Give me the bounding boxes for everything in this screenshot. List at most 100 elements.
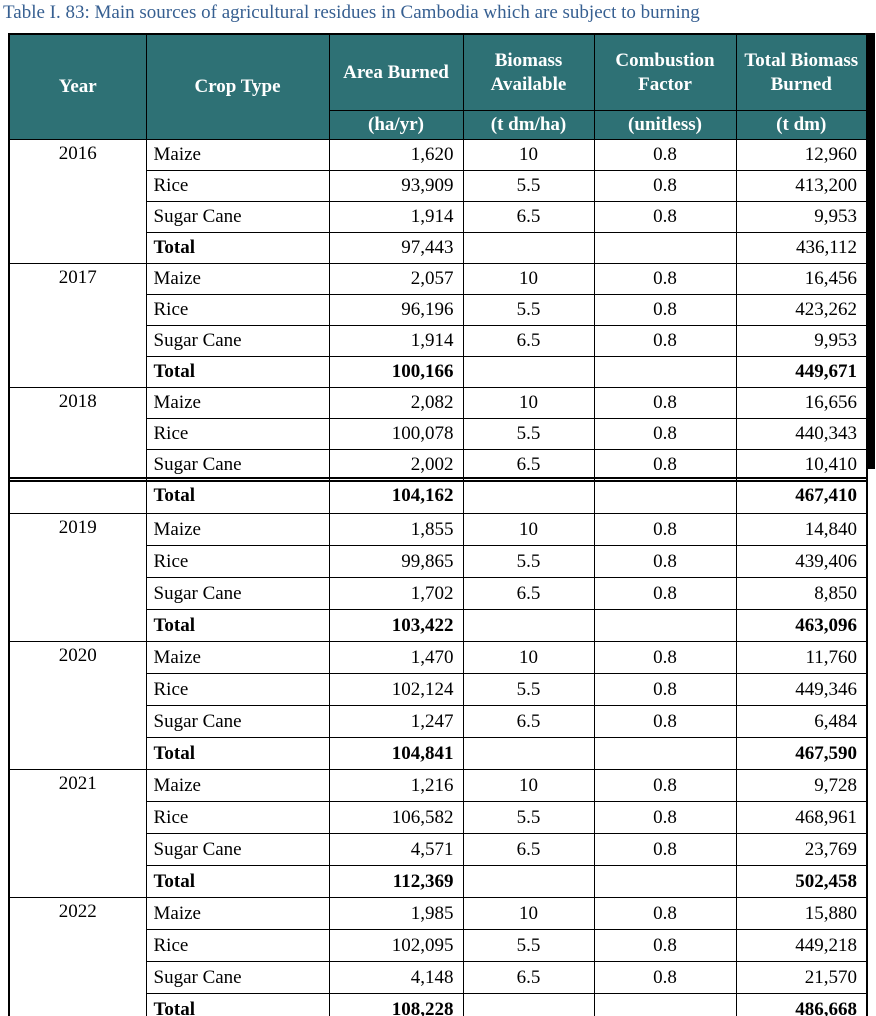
total-biomass-cell: 449,671	[735, 356, 868, 388]
biomass-available-cell: 5.5	[462, 801, 595, 834]
residues-table-part1: Year Crop Type Area Burned Biomass Avail…	[8, 33, 868, 482]
biomass-available-cell	[462, 477, 595, 514]
combustion-factor-cell: 0.8	[593, 170, 737, 202]
biomass-available-cell: 10	[462, 139, 595, 171]
biomass-available-cell: 5.5	[462, 294, 595, 326]
total-biomass-cell: 449,218	[735, 929, 868, 962]
biomass-available-cell: 6.5	[462, 833, 595, 866]
area-burned-cell: 1,914	[328, 201, 464, 233]
crop-cell: Sugar Cane	[145, 325, 330, 357]
combustion-factor-cell: 0.8	[593, 418, 737, 450]
total-row: Total 108,228 486,668	[9, 993, 868, 1016]
col-header-combustion-factor: Combustion Factor	[593, 33, 737, 111]
total-biomass-cell: 16,656	[735, 387, 868, 419]
unit-total-biomass: (t dm)	[735, 110, 868, 140]
table-caption: Table I. 83: Main sources of agricultura…	[3, 2, 700, 23]
combustion-factor-cell: 0.8	[593, 705, 737, 738]
data-row: Rice 100,078 5.5 0.8 440,343	[9, 418, 868, 450]
combustion-factor-cell: 0.8	[593, 929, 737, 962]
data-row: Sugar Cane 4,148 6.5 0.8 21,570	[9, 961, 868, 994]
crop-cell: Sugar Cane	[145, 833, 330, 866]
header-row-units: (ha/yr) (t dm/ha) (unitless) (t dm)	[9, 110, 868, 140]
total-biomass-cell: 467,590	[735, 737, 868, 770]
crop-cell: Rice	[145, 418, 330, 450]
unit-biomass-available: (t dm/ha)	[462, 110, 595, 140]
area-burned-cell: 112,369	[328, 865, 464, 898]
table-body-part2: Total 104,162 467,410 2019 Maize 1,855 10 0.8 14…	[8, 477, 868, 1016]
combustion-factor-cell	[593, 477, 737, 514]
combustion-factor-cell: 0.8	[593, 513, 737, 546]
table-header: Year Crop Type Area Burned Biomass Avail…	[8, 33, 868, 140]
col-header-area-burned: Area Burned	[328, 33, 464, 111]
total-row: Total 104,162 467,410	[8, 477, 868, 514]
year-cell: 2018	[8, 387, 147, 482]
total-row: Total 112,369 502,458	[9, 865, 868, 898]
area-burned-cell: 1,914	[328, 325, 464, 357]
biomass-available-cell: 10	[462, 641, 595, 674]
area-burned-cell: 4,571	[328, 833, 464, 866]
crop-cell: Rice	[145, 801, 330, 834]
col-header-year: Year	[8, 33, 147, 140]
combustion-factor-cell: 0.8	[593, 294, 737, 326]
combustion-factor-cell: 0.8	[593, 449, 737, 482]
total-biomass-cell: 23,769	[735, 833, 868, 866]
area-burned-cell: 1,702	[328, 577, 464, 610]
area-burned-cell: 4,148	[328, 961, 464, 994]
data-row: Sugar Cane 2,002 6.5 0.8 10,410	[9, 449, 868, 482]
total-biomass-cell: 423,262	[735, 294, 868, 326]
area-burned-cell: 100,078	[328, 418, 464, 450]
area-burned-cell: 96,196	[328, 294, 464, 326]
combustion-factor-cell	[593, 609, 737, 642]
area-burned-cell: 1,470	[328, 641, 464, 674]
biomass-available-cell: 10	[462, 513, 595, 546]
combustion-factor-cell	[593, 356, 737, 388]
crop-cell: Rice	[145, 673, 330, 706]
data-row: Rice 96,196 5.5 0.8 423,262	[9, 294, 868, 326]
year-cell: 2019	[8, 513, 147, 642]
area-burned-cell: 100,166	[328, 356, 464, 388]
year-cell: 2022	[8, 897, 147, 1016]
biomass-available-cell	[462, 737, 595, 770]
crop-cell: Sugar Cane	[145, 201, 330, 233]
biomass-available-cell: 10	[462, 263, 595, 295]
area-burned-cell: 97,443	[328, 232, 464, 264]
total-biomass-cell: 8,850	[735, 577, 868, 610]
biomass-available-cell: 5.5	[462, 673, 595, 706]
area-burned-cell: 93,909	[328, 170, 464, 202]
area-burned-cell: 106,582	[328, 801, 464, 834]
total-biomass-cell: 10,410	[735, 449, 868, 482]
crop-cell: Maize	[145, 139, 330, 171]
area-burned-cell: 102,124	[328, 673, 464, 706]
combustion-factor-cell: 0.8	[593, 833, 737, 866]
biomass-available-cell: 6.5	[462, 961, 595, 994]
col-header-biomass-available: Biomass Available	[462, 33, 595, 111]
combustion-factor-cell: 0.8	[593, 577, 737, 610]
total-biomass-cell: 16,456	[735, 263, 868, 295]
combustion-factor-cell: 0.8	[593, 801, 737, 834]
crop-cell: Sugar Cane	[145, 705, 330, 738]
total-biomass-cell: 15,880	[735, 897, 868, 930]
combustion-factor-cell: 0.8	[593, 673, 737, 706]
combustion-factor-cell: 0.8	[593, 545, 737, 578]
data-row: 2019 Maize 1,855 10 0.8 14,840	[8, 513, 868, 642]
total-biomass-cell: 9,953	[735, 201, 868, 233]
area-burned-cell: 102,095	[328, 929, 464, 962]
biomass-available-cell: 5.5	[462, 545, 595, 578]
crop-cell: Total	[145, 477, 330, 514]
crop-cell: Maize	[145, 641, 330, 674]
data-row: Rice 93,909 5.5 0.8 413,200	[9, 170, 868, 202]
data-row: 2022 Maize 1,985 10 0.8 15,880	[8, 897, 868, 1016]
unit-area-burned: (ha/yr)	[328, 110, 464, 140]
col-header-crop-type: Crop Type	[145, 33, 330, 140]
biomass-available-cell	[462, 232, 595, 264]
total-biomass-cell: 439,406	[735, 545, 868, 578]
biomass-available-cell	[462, 865, 595, 898]
combustion-factor-cell	[593, 737, 737, 770]
biomass-available-cell: 6.5	[462, 705, 595, 738]
crop-cell: Total	[145, 737, 330, 770]
area-burned-cell: 104,841	[328, 737, 464, 770]
total-biomass-cell: 6,484	[735, 705, 868, 738]
area-burned-cell: 1,620	[328, 139, 464, 171]
combustion-factor-cell: 0.8	[593, 139, 737, 171]
total-biomass-cell: 436,112	[735, 232, 868, 264]
